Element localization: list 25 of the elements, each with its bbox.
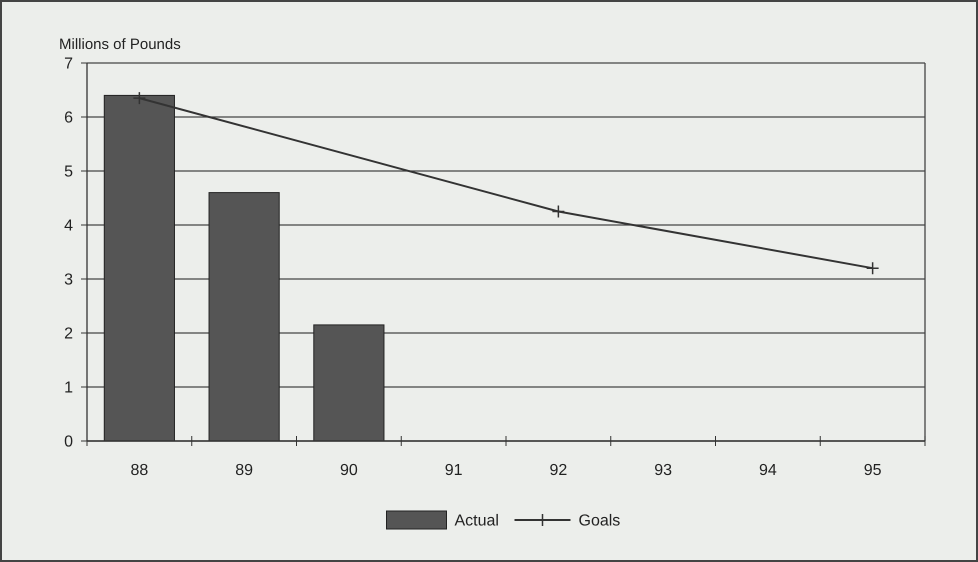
y-tick-label: 3 [64, 272, 74, 289]
point [552, 204, 566, 218]
y-tick-label: 1 [64, 380, 74, 397]
y-tick-label: 4 [64, 218, 74, 235]
bar [313, 324, 384, 442]
x-tick-label: 95 [864, 462, 882, 479]
x-tick-label: 88 [130, 462, 148, 479]
legend-label: Goals [578, 512, 620, 530]
bar [208, 192, 280, 442]
x-tick-label: 94 [758, 462, 777, 479]
y-tick-label: 7 [64, 56, 74, 73]
y-tick-label: 2 [64, 326, 74, 343]
legend-label: Actual [454, 512, 499, 530]
x-tick-label: 93 [654, 462, 672, 479]
x-tick-label: 91 [444, 462, 463, 479]
y-tick-label: 5 [64, 164, 74, 181]
bar [104, 94, 175, 442]
x-tick-label: 89 [235, 462, 254, 479]
x-tick-label: 92 [549, 462, 568, 479]
y-tick-label: 0 [64, 434, 74, 451]
x-tick-label: 90 [340, 462, 358, 479]
y-axis-title: Millions of Pounds [59, 36, 181, 53]
point [132, 91, 146, 105]
y-tick-label: 6 [64, 110, 74, 127]
point [866, 261, 880, 275]
